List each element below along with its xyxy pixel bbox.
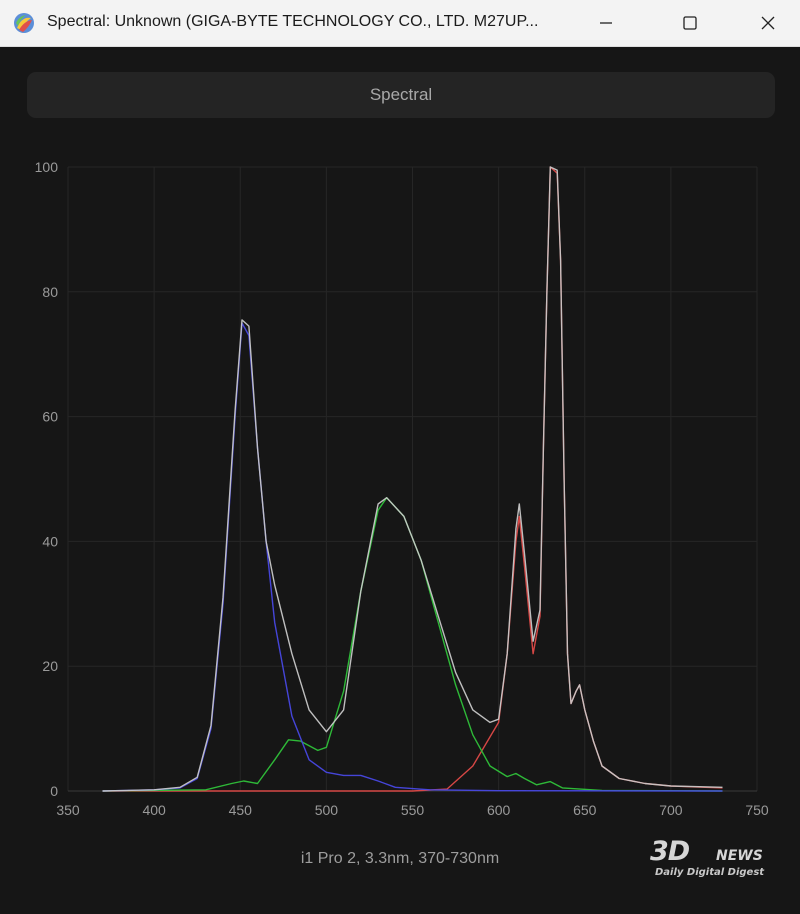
x-tick-label: 650 — [573, 802, 597, 818]
watermark-news: NEWS — [716, 848, 763, 864]
y-tick-label: 0 — [50, 783, 58, 799]
series-line-total — [102, 166, 723, 792]
window-titlebar[interactable]: Spectral: Unknown (GIGA-BYTE TECHNOLOGY … — [0, 0, 800, 47]
x-tick-label: 750 — [745, 802, 769, 818]
x-tick-label: 400 — [142, 802, 166, 818]
x-tick-label: 700 — [659, 802, 683, 818]
x-tick-label: 450 — [229, 802, 253, 818]
spectral-header-button[interactable]: Spectral — [27, 72, 775, 118]
instrument-caption: i1 Pro 2, 3.3nm, 370-730nm — [300, 850, 500, 867]
spectral-chart: 350 400 450 500 550 600 650 700 750 0 20 40 60 80 100 — [35, 159, 769, 818]
window-title: Spectral: Unknown (GIGA-BYTE TECHNOLOGY … — [47, 13, 539, 30]
close-button[interactable] — [738, 0, 798, 46]
y-tick-label: 60 — [42, 409, 58, 425]
maximize-icon — [683, 16, 697, 30]
watermark-3d: 3D — [650, 836, 690, 867]
close-icon — [761, 16, 775, 30]
x-tick-label: 500 — [315, 802, 339, 818]
y-tick-label: 20 — [42, 658, 58, 674]
maximize-button[interactable] — [660, 0, 720, 46]
app-color-icon — [14, 13, 34, 33]
minimize-icon — [600, 22, 612, 24]
3dnews-watermark: 3D NEWS Daily Digital Digest — [650, 836, 780, 886]
watermark-subtitle: Daily Digital Digest — [655, 867, 765, 878]
window-content — [0, 47, 800, 914]
x-tick-label: 550 — [401, 802, 425, 818]
y-tick-label: 40 — [42, 533, 58, 549]
y-tick-label: 100 — [35, 159, 59, 175]
y-tick-label: 80 — [42, 284, 58, 300]
minimize-button[interactable] — [576, 0, 636, 46]
x-tick-label: 600 — [487, 802, 511, 818]
x-tick-label: 350 — [56, 802, 80, 818]
